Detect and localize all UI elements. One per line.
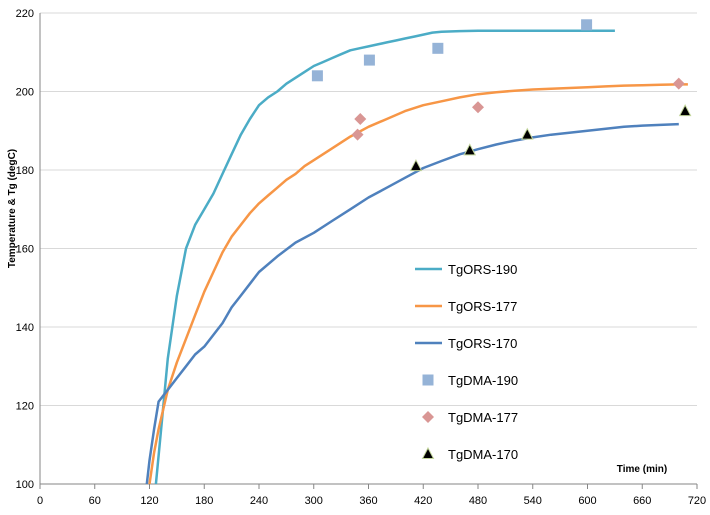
y-tick-label: 160	[16, 244, 34, 256]
legend-item-tgors-170: TgORS-170	[415, 336, 517, 351]
y-tick-label: 220	[16, 8, 34, 20]
series-tgdma-177	[351, 77, 685, 141]
legend-label: TgDMA-177	[448, 410, 518, 425]
x-tick-label: 60	[89, 495, 101, 507]
legend-item-tgdma-170: TgDMA-170	[421, 446, 518, 462]
series-tgors-190	[154, 29, 615, 484]
x-tick-label: 0	[37, 495, 43, 507]
x-axis-title: Time (min)	[617, 464, 667, 475]
legend-label: TgDMA-170	[448, 447, 518, 462]
x-tick-label: 240	[250, 495, 268, 507]
y-tick-label: 120	[16, 401, 34, 413]
series-area	[145, 19, 692, 484]
data-point-tgdma-170	[678, 104, 692, 117]
series-tgdma-170	[409, 104, 692, 172]
data-point-tgdma-190	[581, 19, 593, 31]
y-tick-label: 100	[16, 479, 34, 491]
x-tick-label: 660	[633, 495, 651, 507]
data-point-tgdma-177	[472, 101, 484, 114]
axes: 100 120 140 160 180 200 220 0 60 120 180 240 300 360 4…	[16, 8, 707, 507]
legend-label: TgORS-190	[448, 262, 517, 277]
data-point-tgdma-190	[363, 54, 375, 66]
data-point-tgdma-190	[432, 42, 444, 54]
series-tgdma-190	[311, 19, 593, 82]
x-tick-label: 180	[195, 495, 213, 507]
legend-item-tgors-190: TgORS-190	[415, 262, 517, 277]
data-point-tgdma-190	[311, 70, 323, 82]
y-axis-title: Temperature & Tg (degC)	[7, 149, 18, 268]
gridlines	[40, 12, 697, 406]
legend-label: TgORS-170	[448, 336, 517, 351]
data-point-tgdma-177	[354, 112, 367, 125]
y-tick-label: 140	[16, 322, 34, 334]
data-point-tgdma-170	[520, 127, 534, 140]
series-line-tgors-170	[145, 122, 679, 484]
x-tick-label: 600	[578, 495, 596, 507]
data-point-tgdma-177	[672, 77, 685, 90]
data-point-tgdma-177	[351, 128, 364, 141]
legend-item-tgors-177: TgORS-177	[415, 299, 517, 314]
data-point-tgdma-170	[409, 158, 423, 172]
x-tick-label: 300	[305, 495, 323, 507]
x-tick-label: 480	[469, 495, 487, 507]
x-tick-label: 120	[140, 495, 158, 507]
x-tick-label: 720	[688, 495, 706, 507]
legend: TgORS-190 TgORS-177 TgORS-170 TgDMA-190 TgDM…	[415, 262, 518, 462]
legend-swatch	[422, 411, 434, 423]
x-tick-label: 420	[414, 495, 432, 507]
legend-swatch	[421, 446, 435, 459]
y-tick-label: 180	[16, 165, 34, 177]
series-tgors-170	[145, 122, 679, 484]
legend-item-tgdma-190: TgDMA-190	[422, 373, 518, 388]
series-tgors-177	[148, 83, 688, 484]
data-point-tgdma-170	[463, 143, 477, 156]
series-line-tgors-190	[154, 29, 615, 484]
x-tick-label: 360	[359, 495, 377, 507]
legend-swatch	[422, 374, 434, 386]
legend-item-tgdma-177: TgDMA-177	[422, 410, 518, 425]
y-tick-label: 200	[16, 87, 34, 99]
legend-label: TgDMA-190	[448, 373, 518, 388]
x-tick-label: 540	[524, 495, 542, 507]
legend-label: TgORS-177	[448, 299, 517, 314]
series-line-tgors-177	[148, 83, 688, 484]
